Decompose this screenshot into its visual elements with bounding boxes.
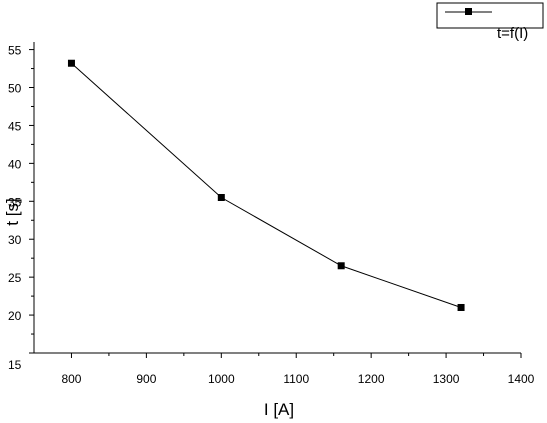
x-tick-label: 1300	[433, 372, 460, 386]
y-tick-label: 55	[8, 44, 22, 58]
series-line	[71, 62, 462, 308]
x-tick-label: 800	[61, 372, 81, 386]
x-tick-label: 1000	[208, 372, 235, 386]
y-tick-label: 45	[8, 119, 22, 133]
legend-series-label: t=f(I)	[497, 25, 528, 42]
legend: t=f(I)	[436, 2, 544, 42]
y-tick-label: 50	[8, 82, 22, 96]
data-point	[67, 59, 75, 67]
legend-marker-square-icon	[465, 8, 472, 15]
y-tick-label: 25	[8, 271, 22, 285]
x-axis-title: I [A]	[264, 400, 294, 419]
data-point	[337, 262, 345, 270]
x-tick-label: 1200	[358, 372, 385, 386]
legend-box	[436, 2, 544, 29]
y-tick-label: 20	[8, 309, 22, 323]
axes: 800 900 1000 1100 1200 1300 1400 15 20 25 30 35 40 45…	[8, 42, 535, 386]
data-point	[217, 194, 225, 201]
y-axis-title: t [s]	[3, 198, 22, 225]
y-tick-label: 30	[8, 233, 22, 247]
y-tick-label: 35	[8, 195, 22, 209]
y-tick-label: 40	[8, 157, 22, 171]
data-point	[457, 303, 465, 311]
x-tick-label: 1100	[283, 372, 309, 386]
y-tick-label: 15	[8, 358, 22, 372]
x-tick-label: 900	[136, 372, 156, 386]
x-tick-label: 1400	[508, 372, 535, 386]
series-layer	[67, 59, 465, 311]
